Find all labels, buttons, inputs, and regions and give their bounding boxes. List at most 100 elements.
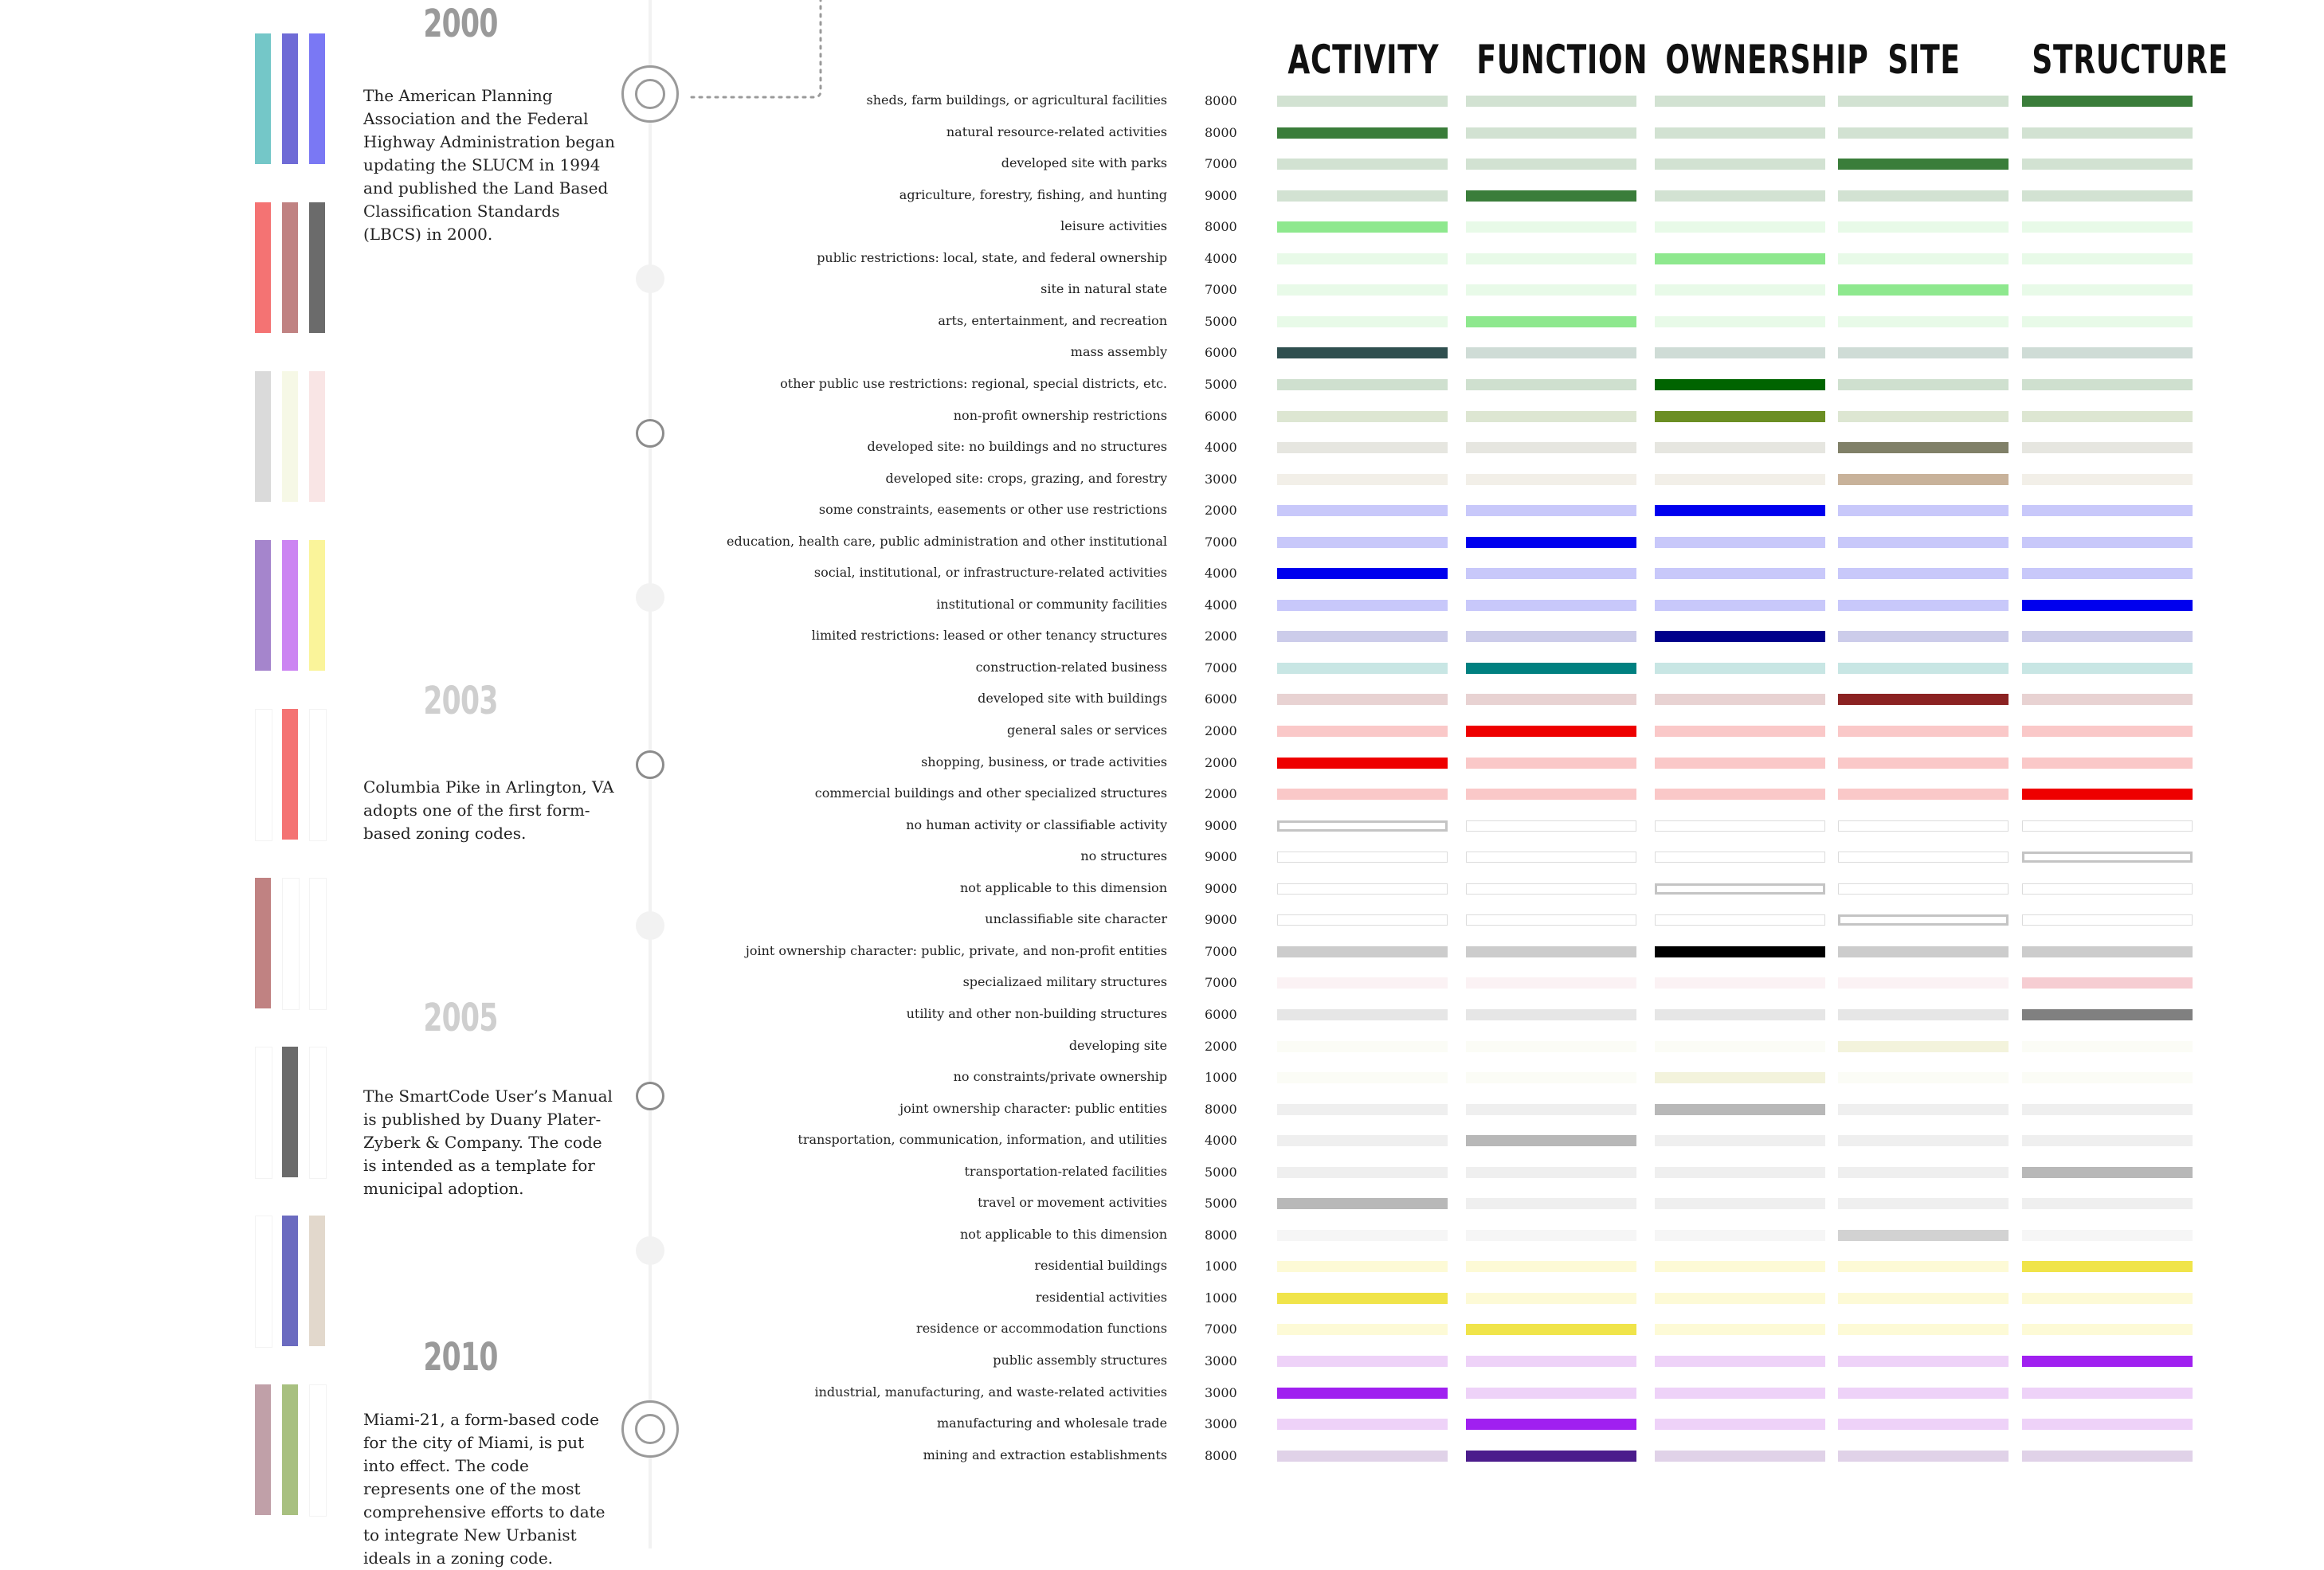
matrix-cell-function [1466,662,1636,674]
row-label: social, institutional, or infrastructure… [813,565,1167,581]
matrix-cell-structure [2022,96,2193,107]
row-code: 1000 [1205,1290,1237,1306]
matrix-cell-structure [2022,726,2193,737]
row-code: 7000 [1205,534,1237,550]
matrix-cell-activity [1277,1450,1448,1462]
row-label: transportation, communication, informati… [798,1132,1167,1148]
row-code: 2000 [1205,786,1237,802]
row-label: construction-related business [975,659,1167,675]
matrix-cell-site [1838,159,2009,170]
matrix-cell-site [1838,442,2009,454]
matrix-cell-site [1838,1292,2009,1304]
row-code: 4000 [1205,440,1237,456]
column-header-activity: ACTIVITY [1287,37,1440,83]
matrix-cell-function [1466,977,1636,989]
matrix-cell-function [1466,315,1636,327]
row-label: joint ownership character: public, priva… [745,942,1167,958]
matrix-cell-site [1838,190,2009,202]
matrix-cell-ownership [1655,1324,1825,1336]
matrix-cell-activity [1277,190,1448,202]
matrix-cell-site [1838,852,2009,863]
matrix-cell-site [1838,315,2009,327]
timeline-node-2005[interactable] [636,1082,664,1110]
matrix-cell-ownership [1655,568,1825,580]
matrix-cell-function [1466,347,1636,359]
matrix-cell-site [1838,1356,2009,1367]
matrix-cell-ownership [1655,378,1825,390]
matrix-cell-activity [1277,1103,1448,1115]
matrix-cell-structure [2022,1198,2193,1210]
matrix-cell-function [1466,1040,1636,1052]
timeline-node[interactable] [636,419,664,448]
matrix-cell-function [1466,1229,1636,1241]
matrix-cell-activity [1277,852,1448,863]
matrix-cell-function [1466,96,1636,107]
row-code: 8000 [1205,124,1237,140]
row-label: residential buildings [1034,1258,1167,1274]
row-label: not applicable to this dimension [960,1226,1167,1242]
swatch-group [255,1384,335,1517]
matrix-cell-function [1466,820,1636,832]
matrix-cell-activity [1277,1040,1448,1052]
swatch-bar [309,1384,327,1517]
matrix-cell-site [1838,536,2009,548]
timeline-node-2003[interactable] [636,750,664,779]
row-code: 2000 [1205,503,1237,519]
matrix-cell-site [1838,757,2009,769]
row-label: developed site with buildings [978,691,1167,707]
swatch-group [255,1216,335,1348]
matrix-cell-activity [1277,253,1448,264]
matrix-cell-site [1838,1419,2009,1431]
matrix-cell-ownership [1655,127,1825,139]
matrix-cell-function [1466,253,1636,264]
matrix-cell-site [1838,410,2009,422]
matrix-cell-site [1838,1387,2009,1399]
row-label: residence or accommodation functions [916,1321,1167,1337]
matrix-cell-activity [1277,662,1448,674]
row-label: education, health care, public administr… [727,533,1167,549]
matrix-cell-site [1838,284,2009,296]
row-label: not applicable to this dimension [960,879,1167,895]
timeline-node-2010[interactable] [621,1400,679,1458]
matrix-cell-activity [1277,1198,1448,1210]
row-label: specializaed military structures [962,974,1167,990]
swatch-bar [255,1216,272,1348]
matrix-cell-site [1838,599,2009,611]
matrix-cell-function [1466,789,1636,801]
matrix-cell-function [1466,473,1636,485]
matrix-cell-structure [2022,190,2193,202]
row-label: site in natural state [1041,281,1167,297]
matrix-cell-structure [2022,757,2193,769]
matrix-cell-activity [1277,1008,1448,1020]
row-code: 5000 [1205,1196,1237,1212]
swatch-bar [255,878,271,1008]
matrix-cell-ownership [1655,1072,1825,1084]
row-label: developed site: crops, grazing, and fore… [885,470,1167,486]
matrix-cell-structure [2022,410,2193,422]
swatch-bar [255,202,271,333]
matrix-cell-activity [1277,1135,1448,1147]
matrix-cell-site [1838,1040,2009,1052]
row-code: 7000 [1205,975,1237,991]
matrix-cell-ownership [1655,1103,1825,1115]
matrix-cell-structure [2022,1261,2193,1273]
row-label: unclassifiable site character [985,911,1167,927]
matrix-cell-site [1838,789,2009,801]
matrix-cell-activity [1277,726,1448,737]
matrix-cell-structure [2022,1324,2193,1336]
matrix-cell-site [1838,977,2009,989]
matrix-cell-structure [2022,253,2193,264]
matrix-cell-structure [2022,221,2193,233]
matrix-cell-ownership [1655,1292,1825,1304]
matrix-cell-activity [1277,96,1448,107]
row-label: general sales or services [1007,722,1167,738]
row-label: leisure activities [1060,218,1167,234]
matrix-cell-structure [2022,1450,2193,1462]
row-code: 2000 [1205,628,1237,644]
swatch-bar [282,1047,298,1177]
timeline-node-2000[interactable] [621,65,679,123]
swatch-bar [282,1384,298,1515]
year-2000: 2000 [423,2,498,46]
matrix-cell-function [1466,1292,1636,1304]
matrix-cell-activity [1277,505,1448,517]
